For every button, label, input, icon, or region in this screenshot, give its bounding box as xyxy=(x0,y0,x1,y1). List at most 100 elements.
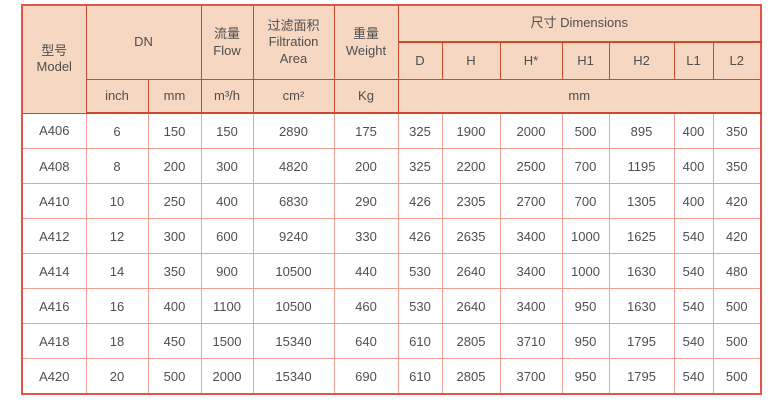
value-cell: 2635 xyxy=(441,218,501,254)
value-cell: 300 xyxy=(200,148,254,184)
value-cell: 540 xyxy=(673,358,714,395)
value-cell: 500 xyxy=(712,358,762,395)
value-cell: 500 xyxy=(712,323,762,359)
header-dimensions: 尺寸 Dimensions xyxy=(397,4,762,43)
value-cell: 950 xyxy=(561,358,610,395)
value-cell: 1000 xyxy=(561,218,610,254)
value-cell: 610 xyxy=(397,358,443,395)
value-cell: 8 xyxy=(85,148,149,184)
value-cell: 20 xyxy=(85,358,149,395)
model-cell: A408 xyxy=(21,148,87,184)
value-cell: 10500 xyxy=(252,253,335,289)
value-cell: 530 xyxy=(397,288,443,324)
value-cell: 3400 xyxy=(499,288,563,324)
value-cell: 330 xyxy=(333,218,399,254)
value-cell: 540 xyxy=(673,218,714,254)
value-cell: 420 xyxy=(712,183,762,219)
value-cell: 150 xyxy=(147,112,202,149)
model-cell: A418 xyxy=(21,323,87,359)
value-cell: 900 xyxy=(200,253,254,289)
value-cell: 2890 xyxy=(252,112,335,149)
value-cell: 1100 xyxy=(200,288,254,324)
value-cell: 426 xyxy=(397,218,443,254)
table-row: A412 12 300 600 9240 330 426 2635 3400 1000 1625 54… xyxy=(21,218,762,254)
value-cell: 1795 xyxy=(608,323,675,359)
value-cell: 2640 xyxy=(441,253,501,289)
header-dim-h: H xyxy=(441,41,501,80)
header-dn: DN xyxy=(85,4,202,80)
value-cell: 325 xyxy=(397,112,443,149)
value-cell: 400 xyxy=(673,183,714,219)
value-cell: 16 xyxy=(85,288,149,324)
model-cell: A410 xyxy=(21,183,87,219)
header-dim-hstar: H* xyxy=(499,41,563,80)
value-cell: 440 xyxy=(333,253,399,289)
unit-dn-inch: inch xyxy=(85,79,149,114)
value-cell: 3400 xyxy=(499,253,563,289)
model-cell: A414 xyxy=(21,253,87,289)
value-cell: 1500 xyxy=(200,323,254,359)
value-cell: 480 xyxy=(712,253,762,289)
value-cell: 1900 xyxy=(441,112,501,149)
value-cell: 10500 xyxy=(252,288,335,324)
value-cell: 9240 xyxy=(252,218,335,254)
value-cell: 690 xyxy=(333,358,399,395)
value-cell: 2305 xyxy=(441,183,501,219)
value-cell: 530 xyxy=(397,253,443,289)
value-cell: 600 xyxy=(200,218,254,254)
value-cell: 540 xyxy=(673,288,714,324)
value-cell: 2000 xyxy=(499,112,563,149)
header-filtration-area: 过滤面积 Filtration Area xyxy=(252,4,335,80)
value-cell: 640 xyxy=(333,323,399,359)
value-cell: 1195 xyxy=(608,148,675,184)
header-model: 型号 Model xyxy=(21,4,87,114)
value-cell: 250 xyxy=(147,183,202,219)
value-cell: 540 xyxy=(673,253,714,289)
value-cell: 420 xyxy=(712,218,762,254)
value-cell: 1630 xyxy=(608,288,675,324)
unit-weight: Kg xyxy=(333,79,399,114)
value-cell: 18 xyxy=(85,323,149,359)
table-row: A416 16 400 1100 10500 460 530 2640 3400 950 1630 5… xyxy=(21,288,762,324)
value-cell: 350 xyxy=(712,148,762,184)
header-dim-l2: L2 xyxy=(712,41,762,80)
header-flow: 流量 Flow xyxy=(200,4,254,80)
value-cell: 4820 xyxy=(252,148,335,184)
value-cell: 895 xyxy=(608,112,675,149)
value-cell: 150 xyxy=(200,112,254,149)
table-row: A420 20 500 2000 15340 690 610 2805 3700 950 1795 5… xyxy=(21,358,762,395)
value-cell: 200 xyxy=(147,148,202,184)
value-cell: 700 xyxy=(561,183,610,219)
value-cell: 1630 xyxy=(608,253,675,289)
value-cell: 2700 xyxy=(499,183,563,219)
table-row: A408 8 200 300 4820 200 325 2200 2500 700 1195 400 3… xyxy=(21,148,762,184)
value-cell: 400 xyxy=(673,112,714,149)
header-row-1: 型号 Model DN 流量 Flow 过滤面积 Filtration Area… xyxy=(21,4,762,114)
value-cell: 1625 xyxy=(608,218,675,254)
value-cell: 2000 xyxy=(200,358,254,395)
value-cell: 2640 xyxy=(441,288,501,324)
value-cell: 1305 xyxy=(608,183,675,219)
value-cell: 6 xyxy=(85,112,149,149)
value-cell: 950 xyxy=(561,323,610,359)
value-cell: 700 xyxy=(561,148,610,184)
value-cell: 200 xyxy=(333,148,399,184)
filter-spec-table: 型号 Model DN 流量 Flow 过滤面积 Filtration Area… xyxy=(21,4,762,395)
header-row-3: inch mm m³/h cm² Kg mm xyxy=(22,79,762,114)
value-cell: 300 xyxy=(147,218,202,254)
header-weight: 重量 Weight xyxy=(333,4,399,80)
unit-dn-mm: mm xyxy=(147,79,202,114)
value-cell: 15340 xyxy=(252,358,335,395)
value-cell: 14 xyxy=(85,253,149,289)
value-cell: 400 xyxy=(673,148,714,184)
value-cell: 3400 xyxy=(499,218,563,254)
value-cell: 500 xyxy=(561,112,610,149)
unit-dimensions: mm xyxy=(397,79,762,114)
model-cell: A416 xyxy=(21,288,87,324)
value-cell: 400 xyxy=(200,183,254,219)
value-cell: 10 xyxy=(85,183,149,219)
value-cell: 350 xyxy=(147,253,202,289)
value-cell: 460 xyxy=(333,288,399,324)
table-body: A406 6 150 150 2890 175 325 1900 2000 500 895 400 35… xyxy=(21,112,762,395)
value-cell: 450 xyxy=(147,323,202,359)
